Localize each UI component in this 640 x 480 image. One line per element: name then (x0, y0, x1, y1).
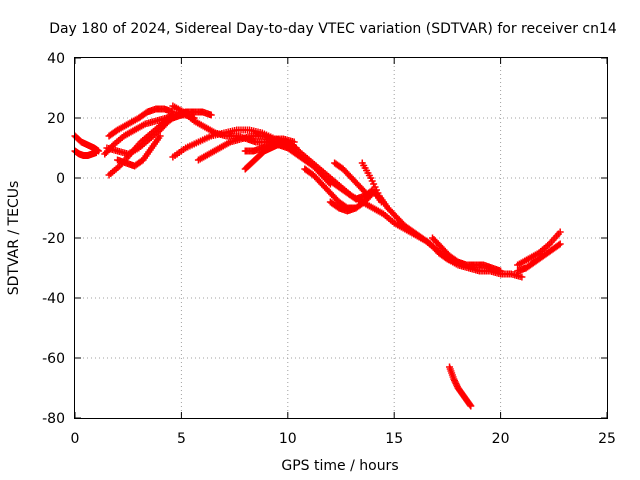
data-point (555, 241, 563, 249)
y-tick-label: 40 (47, 51, 65, 67)
series-arc-20 (446, 363, 475, 410)
y-tick-label: -80 (42, 411, 65, 427)
y-tick-label: -60 (42, 351, 65, 367)
x-tick-labels: 0 5 10 15 20 25 (71, 431, 616, 447)
y-tick-label: -20 (42, 231, 65, 247)
plot-frame (74, 57, 608, 419)
x-tick-label: 15 (385, 431, 403, 447)
y-axis-label: SDTVAR / TECUs (6, 181, 22, 296)
data-point (363, 191, 371, 198)
x-tick-label: 25 (598, 431, 616, 447)
series-arc-19 (429, 234, 505, 275)
x-tick-label: 0 (71, 431, 80, 447)
data-point (556, 240, 564, 248)
series-arc-7 (114, 132, 164, 170)
data-point (365, 192, 373, 200)
grid (75, 58, 607, 418)
chart-title: Day 180 of 2024, Sidereal Day-to-day VTE… (49, 21, 617, 37)
y-tick-labels: -80 -60 -40 -20 0 20 40 (42, 51, 65, 427)
y-tick-label: 0 (56, 171, 65, 187)
x-axis-label: GPS time / hours (281, 458, 398, 474)
series-arc-13 (284, 138, 526, 281)
series-arc-21 (514, 240, 564, 275)
data-points (71, 102, 564, 410)
x-tick-label: 20 (492, 431, 510, 447)
series-arc-22 (514, 228, 564, 269)
data-point (518, 273, 526, 281)
series-arc-4 (105, 105, 177, 140)
data-point (169, 108, 177, 116)
data-point (497, 267, 505, 275)
data-point (156, 132, 164, 140)
x-tick-label: 5 (177, 431, 186, 447)
data-point (92, 149, 100, 156)
series-arc-6 (103, 108, 215, 158)
data-point (207, 111, 215, 119)
data-point (467, 402, 475, 410)
series-arc-2 (71, 147, 100, 159)
x-tick-label: 10 (279, 431, 297, 447)
y-tick-label: 20 (47, 111, 65, 127)
series-arc-17 (331, 159, 373, 200)
series-arc-1 (71, 132, 102, 155)
series-arc-10 (194, 132, 298, 164)
y-tick-label: -40 (42, 291, 65, 307)
series-arc-18 (358, 159, 468, 269)
data-point (556, 228, 564, 236)
